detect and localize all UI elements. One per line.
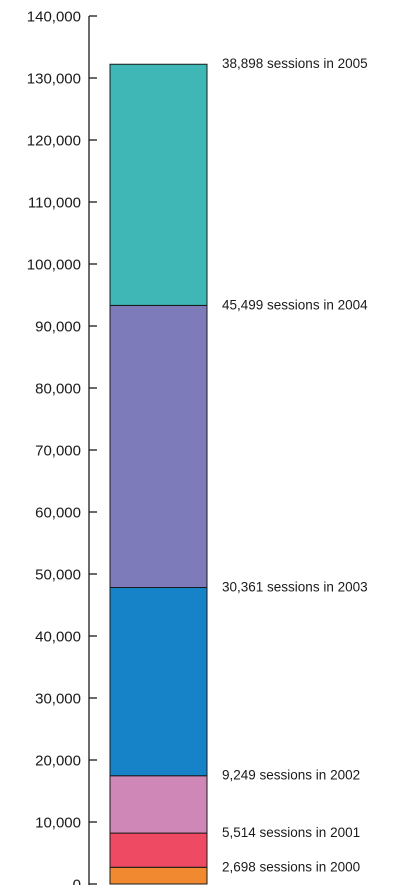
bar-stack	[109, 63, 208, 885]
y-tick-label: 50,000	[35, 567, 81, 584]
bar-segment	[109, 866, 208, 885]
annotations: 2,698 sessions in 2000 5,514 sessions in …	[222, 56, 368, 874]
y-tick-label: 0	[73, 877, 81, 885]
y-tick-label: 70,000	[35, 443, 81, 460]
y-tick-label: 100,000	[27, 257, 81, 274]
segment-annotation: 9,249 sessions in 2002	[222, 768, 360, 783]
y-tick-label: 60,000	[35, 505, 81, 522]
bar-segment	[109, 304, 208, 589]
y-axis: 0 10,000 20,000 30,000 40,000 50,000 60,000 70,…	[27, 9, 97, 885]
y-tick-label: 130,000	[27, 71, 81, 88]
y-tick-label: 30,000	[35, 691, 81, 708]
y-tick-label: 140,000	[27, 9, 81, 26]
segment-annotation: 2,698 sessions in 2000	[222, 859, 360, 874]
y-tick-label: 20,000	[35, 753, 81, 770]
y-tick-label: 110,000	[28, 195, 81, 212]
bar-segment	[109, 832, 208, 868]
bar-segment	[109, 63, 208, 306]
bar-segment	[109, 775, 208, 834]
y-tick-label: 90,000	[35, 319, 81, 336]
y-tick-label: 80,000	[35, 381, 81, 398]
bar-segment	[109, 587, 208, 777]
y-tick-label: 40,000	[35, 629, 81, 646]
segment-annotation: 30,361 sessions in 2003	[222, 580, 368, 595]
segment-annotation: 38,898 sessions in 2005	[222, 56, 368, 71]
segment-annotation: 45,499 sessions in 2004	[222, 297, 368, 312]
y-tick-label: 120,000	[27, 133, 81, 150]
y-tick-label: 10,000	[35, 815, 81, 832]
segment-annotation: 5,514 sessions in 2001	[222, 825, 360, 840]
